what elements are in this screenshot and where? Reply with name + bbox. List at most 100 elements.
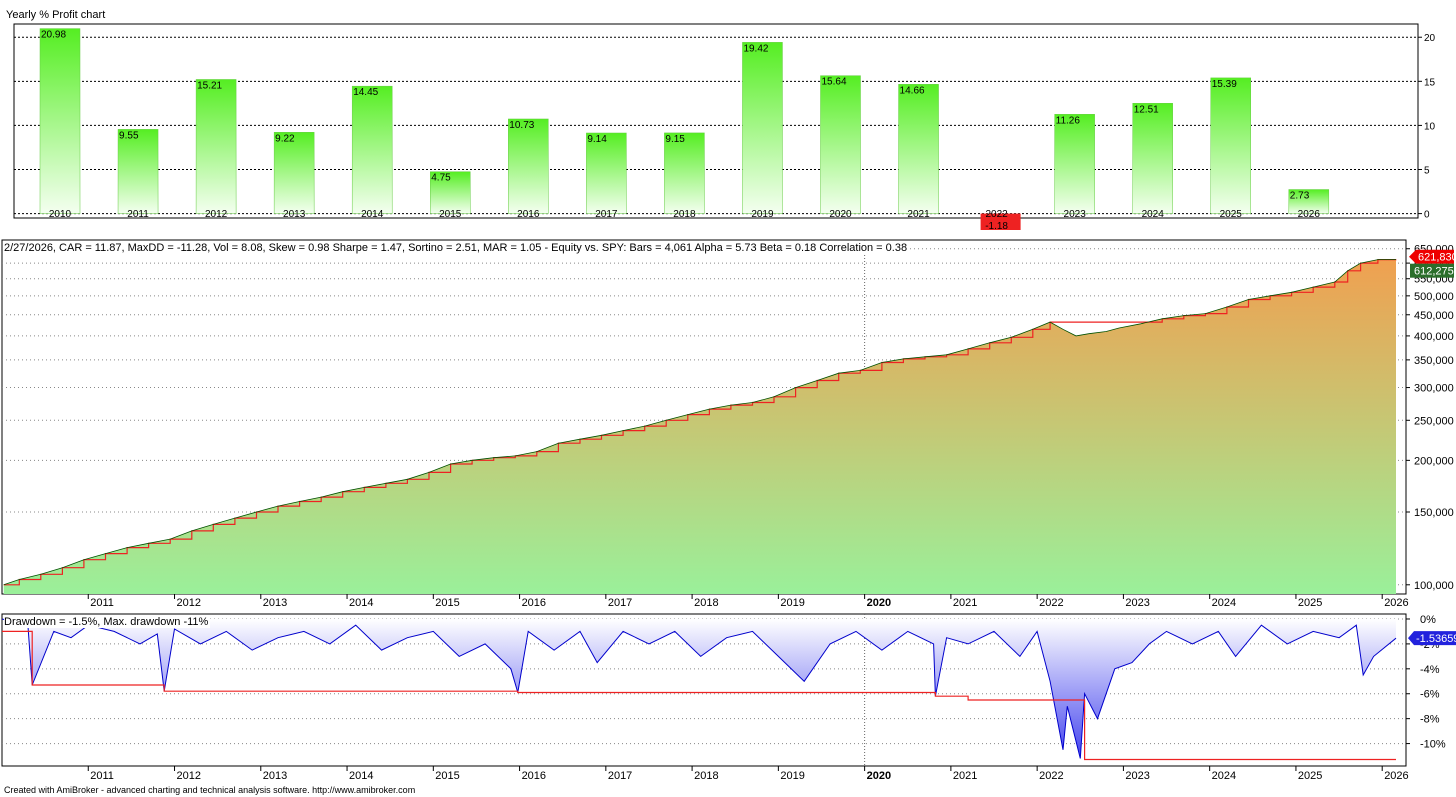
equity-xtick-label: 2018 xyxy=(694,597,718,609)
yearly-x-label: 2025 xyxy=(1220,209,1243,220)
yearly-bar-value-label: 9.22 xyxy=(275,133,295,144)
drawdown-current-badge-label: -1.53659 xyxy=(1416,633,1456,645)
yearly-bar-value-label: 15.21 xyxy=(197,80,222,91)
yearly-bar-value-label: 11.26 xyxy=(1056,115,1081,126)
yearly-profit-chart: 0 5 10 15 20 20.98 2010 9.55 2011 15.21 2012 9.22 20… xyxy=(13,23,1436,232)
yearly-bar-value-label: 12.51 xyxy=(1134,104,1159,115)
equity-area xyxy=(3,259,1397,594)
drawdown-area xyxy=(2,618,1396,759)
drawdown-ytick-label: 0% xyxy=(1420,614,1436,626)
yearly-x-label: 2021 xyxy=(907,209,930,220)
yearly-bar xyxy=(508,118,549,214)
yearly-bar-value-label: 4.75 xyxy=(431,173,451,184)
equity-ytick-label: 200,000 xyxy=(1414,455,1454,467)
drawdown-xtick-label: 2019 xyxy=(780,770,804,782)
yearly-bar xyxy=(39,28,81,214)
yearly-bar xyxy=(820,75,861,214)
equity-panel: 100,000 150,000 200,000 250,000 300,000 350,0… xyxy=(0,239,1456,614)
yearly-x-label: 2019 xyxy=(751,209,774,220)
yearly-chart-title: Yearly % Profit chart xyxy=(6,9,106,21)
yearly-bar xyxy=(898,84,939,214)
yearly-bar-value-label: 9.55 xyxy=(119,130,139,141)
yearly-ytick-label: 5 xyxy=(1424,166,1430,177)
equity-xtick-label: 2026 xyxy=(1384,597,1408,609)
drawdown-xtick-label: 2011 xyxy=(90,770,114,782)
yearly-x-label: 2016 xyxy=(517,209,540,220)
equity-line xyxy=(3,259,1397,586)
yearly-bar xyxy=(195,79,237,214)
equity-xtick-label: 2022 xyxy=(1039,597,1063,609)
yearly-bar xyxy=(117,129,159,214)
yearly-bar-value-label: 15.39 xyxy=(1212,79,1237,90)
yearly-x-label: 2022 xyxy=(985,209,1008,220)
yearly-x-label: 2011 xyxy=(127,209,149,220)
equity-xtick-label: 2024 xyxy=(1212,597,1236,609)
yearly-bar xyxy=(1288,189,1330,214)
drawdown-line xyxy=(1,618,1397,759)
yearly-plot-frame xyxy=(13,23,1419,219)
drawdown-xtick-label: 2020 xyxy=(867,770,891,782)
equity-max-badge-label: 621,830 xyxy=(1418,252,1456,264)
drawdown-xtick-label: 2016 xyxy=(522,770,546,782)
drawdown-max-line xyxy=(2,630,1396,761)
equity-xtick-label: 2013 xyxy=(263,597,287,609)
yearly-bar xyxy=(1132,103,1173,214)
yearly-bar-value-label: 15.64 xyxy=(822,77,847,88)
yearly-bar-value-label: 10.73 xyxy=(509,120,534,131)
equity-xtick-label: 2019 xyxy=(780,597,804,609)
equity-xtick-label: 2020 xyxy=(867,597,891,609)
yearly-bar xyxy=(664,132,705,214)
yearly-bar-value-label: 2.73 xyxy=(1290,191,1310,202)
yearly-x-label: 2023 xyxy=(1064,209,1087,220)
yearly-x-label: 2010 xyxy=(49,209,72,220)
drawdown-xtick-label: 2024 xyxy=(1212,770,1236,782)
equity-xtick-label: 2017 xyxy=(608,597,632,609)
yearly-bar-value-label: 20.98 xyxy=(41,30,66,41)
drawdown-xtick-label: 2012 xyxy=(177,770,201,782)
equity-ytick-label: 350,000 xyxy=(1414,355,1454,367)
drawdown-chart: 0%-2%-4%-6%-8%-10%2011201220132014201520… xyxy=(1,613,1456,782)
drawdown-xtick-label: 2018 xyxy=(694,770,718,782)
yearly-bar xyxy=(980,213,1021,230)
yearly-bar xyxy=(1054,114,1095,214)
equity-xtick-label: 2021 xyxy=(953,597,977,609)
equity-ytick-label: 450,000 xyxy=(1414,310,1454,322)
equity-ytick-label: 300,000 xyxy=(1414,383,1454,395)
yearly-x-label: 2020 xyxy=(829,209,852,220)
equity-xtick-label: 2014 xyxy=(349,597,373,609)
drawdown-ytick-label: -4% xyxy=(1420,664,1440,676)
drawdown-xtick-label: 2023 xyxy=(1125,770,1149,782)
drawdown-xtick-label: 2022 xyxy=(1039,770,1063,782)
equity-xtick-label: 2016 xyxy=(522,597,546,609)
yearly-bar-value-label: 14.66 xyxy=(900,85,925,96)
equity-last-badge-label: 612,275 xyxy=(1414,266,1454,278)
yearly-x-label: 2026 xyxy=(1298,209,1321,220)
equity-ytick-label: 500,000 xyxy=(1414,291,1454,303)
drawdown-xtick-label: 2017 xyxy=(608,770,632,782)
drawdown-xtick-label: 2015 xyxy=(435,770,459,782)
yearly-ytick-label: 15 xyxy=(1424,77,1436,88)
equity-stats-title: 2/27/2026, CAR = 11.87, MaxDD = -11.28, … xyxy=(4,242,910,254)
drawdown-xtick-label: 2021 xyxy=(953,770,977,782)
yearly-bar xyxy=(273,132,315,214)
equity-xtick-label: 2015 xyxy=(435,597,459,609)
yearly-ytick-label: 0 xyxy=(1424,210,1430,221)
drawdown-ytick-label: -10% xyxy=(1420,739,1446,751)
equity-ytick-label: 100,000 xyxy=(1414,580,1454,592)
equity-ytick-label: 150,000 xyxy=(1414,507,1454,519)
yearly-bar xyxy=(351,85,393,214)
yearly-x-label: 2014 xyxy=(361,209,384,220)
drawdown-xtick-label: 2013 xyxy=(263,770,287,782)
drawdown-ytick-label: -6% xyxy=(1420,689,1440,701)
equity-peak-line xyxy=(3,259,1397,586)
equity-xtick-label: 2023 xyxy=(1125,597,1149,609)
equity-chart: 100,000 150,000 200,000 250,000 300,000 350,0… xyxy=(1,239,1456,609)
yearly-bar xyxy=(586,132,627,214)
yearly-x-label: 2018 xyxy=(673,209,696,220)
equity-xtick-label: 2011 xyxy=(90,597,114,609)
yearly-bar xyxy=(1210,77,1251,214)
yearly-x-label: 2013 xyxy=(283,209,306,220)
drawdown-title: Drawdown = -1.5%, Max. drawdown -11% xyxy=(4,616,211,628)
yearly-bar-value-label: 9.15 xyxy=(665,134,685,145)
equity-xtick-label: 2012 xyxy=(177,597,201,609)
